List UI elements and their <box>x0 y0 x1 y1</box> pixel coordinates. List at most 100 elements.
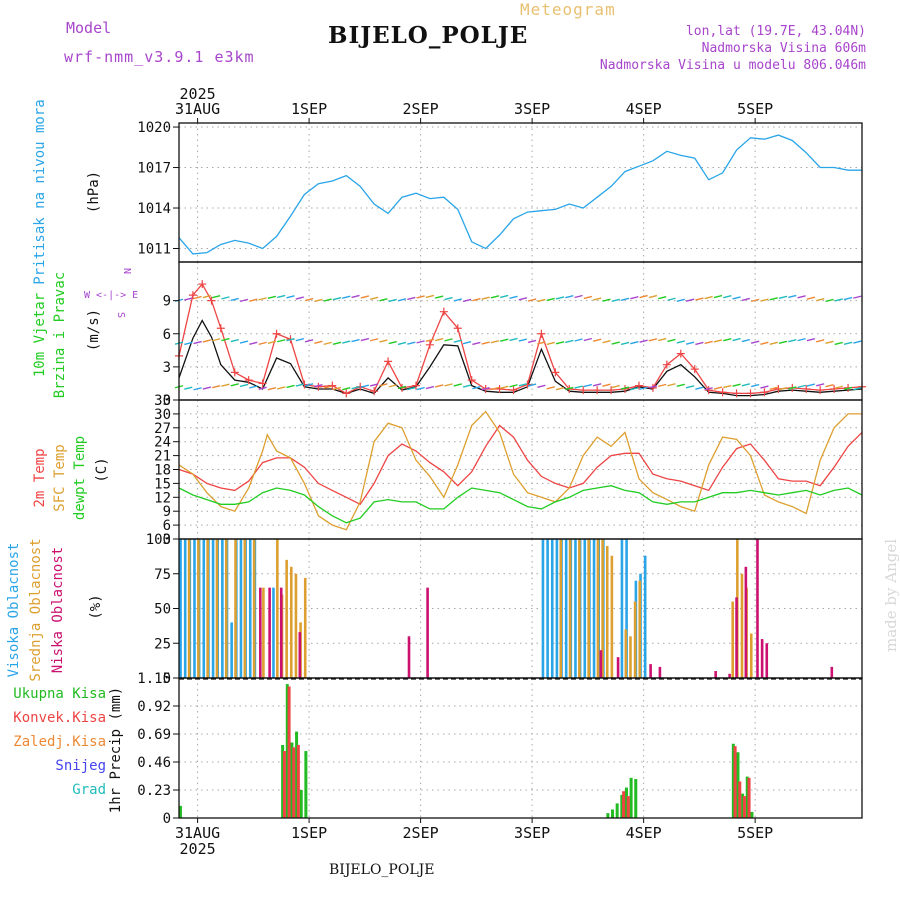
station-title: BIJELO_POLJE <box>328 22 529 49</box>
wind-arrow <box>658 296 667 300</box>
precip-ytick-label: 0 <box>163 811 171 827</box>
precip-ytick-label: 0.69 <box>137 727 171 743</box>
precip-bar <box>292 747 296 818</box>
wind-arrow <box>388 384 397 388</box>
wind-arrow <box>825 340 834 345</box>
wind-arrow <box>574 385 583 389</box>
clouds-bar <box>749 633 753 678</box>
pressure-series-0 <box>178 134 862 255</box>
temperature-ytick-label: 21 <box>154 449 171 465</box>
wind-arrow <box>611 298 620 303</box>
wind-arrow <box>583 337 593 342</box>
precip-bar <box>634 779 638 818</box>
clouds-bar <box>193 539 196 678</box>
precip-bar <box>626 796 630 818</box>
wind-arrow <box>592 297 602 301</box>
wind-arrow <box>351 338 360 343</box>
wind-arrow <box>388 298 397 303</box>
wind-arrow <box>685 385 695 389</box>
wind-arrow <box>286 337 295 342</box>
wind-gust-marker <box>676 349 685 358</box>
wind-arrow <box>583 295 593 300</box>
clouds-bar <box>259 587 262 678</box>
bottom-day-label: 4SEP <box>626 824 662 842</box>
wind-arrow <box>546 341 555 346</box>
clouds-bar <box>252 539 256 678</box>
precip-bar <box>295 731 299 818</box>
wind-gust-marker <box>593 386 602 395</box>
wind-arrow <box>379 383 388 387</box>
clouds-bar <box>744 566 748 678</box>
wind-arrow <box>435 384 444 388</box>
wind-arrow <box>639 386 648 390</box>
temp-title-sfc: SFC Temp <box>52 444 68 511</box>
wind-arrow <box>379 339 388 343</box>
wind-arrow <box>444 338 453 342</box>
temp-title-2m: 2m Temp <box>32 448 48 507</box>
wind-gust-marker <box>188 291 197 300</box>
wind-arrow <box>750 383 760 388</box>
wind-arrow <box>620 297 630 301</box>
precip-bar <box>606 813 610 818</box>
wind-arrow <box>360 295 370 299</box>
clouds-bar <box>179 539 182 678</box>
precip-bar <box>304 751 308 818</box>
wind-arrow <box>602 340 611 344</box>
wind-ytick-label: 3 <box>163 360 171 376</box>
clouds-bar <box>620 539 624 678</box>
wind-arrow <box>444 296 453 301</box>
pressure-ylabel: (hPa) <box>86 171 102 213</box>
clouds-ytick-label: 25 <box>154 636 171 652</box>
wind-arrow <box>723 295 732 299</box>
wind-arrow <box>230 297 239 302</box>
wind-arrow <box>388 340 397 345</box>
wind-gust-marker <box>384 357 393 366</box>
clouds-bar <box>728 673 731 678</box>
wind-arrow <box>453 298 462 302</box>
wind-arrow <box>472 298 481 302</box>
clouds-ytick-label: 75 <box>154 567 171 583</box>
precip-legend-4: Grad <box>72 782 106 798</box>
clouds-bar <box>197 539 200 678</box>
clouds-bar <box>559 539 563 678</box>
wind-arrow <box>323 341 332 346</box>
wind-arrow <box>277 294 286 299</box>
wind-gust-marker <box>258 379 267 388</box>
wind-arrow <box>342 340 351 344</box>
cloud-title-low: Niska Oblacnost <box>50 547 66 673</box>
wind-arrow <box>602 298 611 302</box>
wind-arrow <box>314 383 323 388</box>
wind-arrow <box>778 295 788 299</box>
wind-arrow <box>750 298 760 303</box>
wind-arrow <box>481 386 490 391</box>
wind-arrow <box>472 385 481 390</box>
clouds-bar <box>407 636 411 678</box>
wind-gust-marker <box>216 324 225 333</box>
wind-arrow <box>332 296 342 301</box>
wind-arrow <box>527 298 537 302</box>
wind-arrow <box>481 296 490 300</box>
wind-arrow <box>574 294 583 299</box>
precip-bar <box>745 776 749 818</box>
wind-arrow <box>230 383 239 387</box>
wind-arrow <box>806 383 816 387</box>
wind-arrow <box>369 383 379 387</box>
temperature-series-1 <box>178 410 862 531</box>
precip-bar <box>290 742 294 818</box>
wind-arrow <box>639 294 648 299</box>
wind-arrow <box>565 386 574 391</box>
wind-arrow <box>713 294 723 299</box>
wind-arrow <box>462 384 472 388</box>
clouds-bar <box>215 539 219 678</box>
precip-ylabel: 1hr Precip (mm) <box>108 687 124 813</box>
wind-gust-marker <box>551 368 560 377</box>
wind-gust-marker <box>690 365 699 374</box>
precip-ytick-label: 1.15 <box>137 671 171 687</box>
pressure-ytick-label: 1017 <box>137 161 171 177</box>
clouds-bar <box>616 657 620 678</box>
wind-arrow <box>537 298 546 303</box>
clouds-bar <box>268 587 271 678</box>
top-day-label: 31AUG <box>175 100 220 118</box>
wind-arrow <box>825 298 834 303</box>
